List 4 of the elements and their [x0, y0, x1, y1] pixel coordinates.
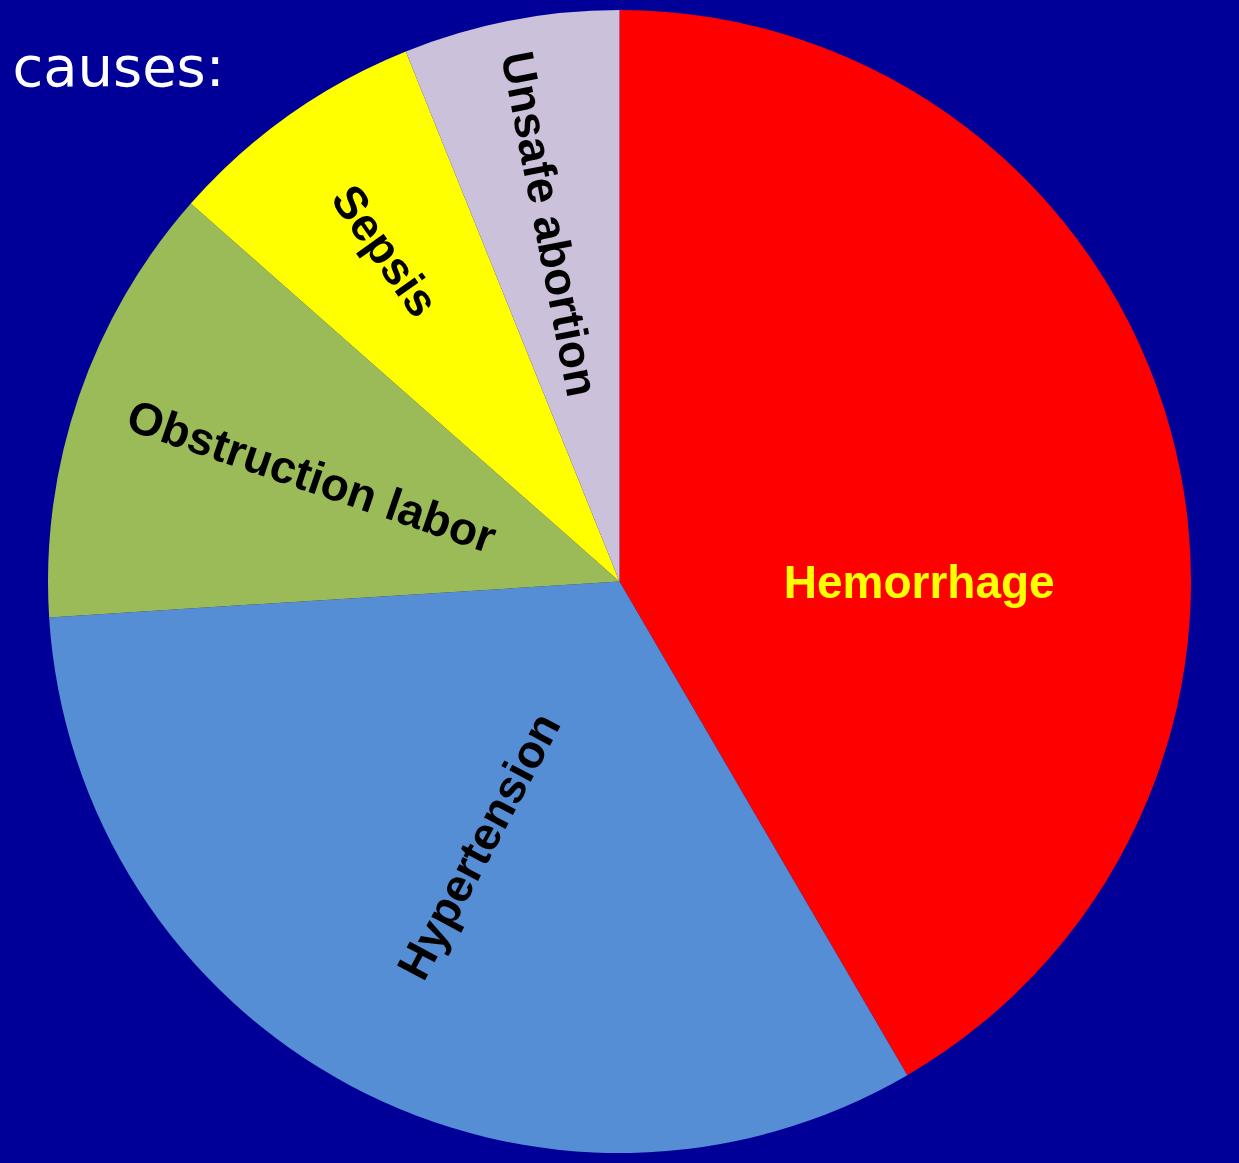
slice-label: Unsafe abortion: [491, 47, 609, 401]
text: causes:: [12, 33, 225, 99]
slice-label: Hemorrhage: [783, 555, 1055, 608]
pie-slice: [619, 10, 1191, 1076]
